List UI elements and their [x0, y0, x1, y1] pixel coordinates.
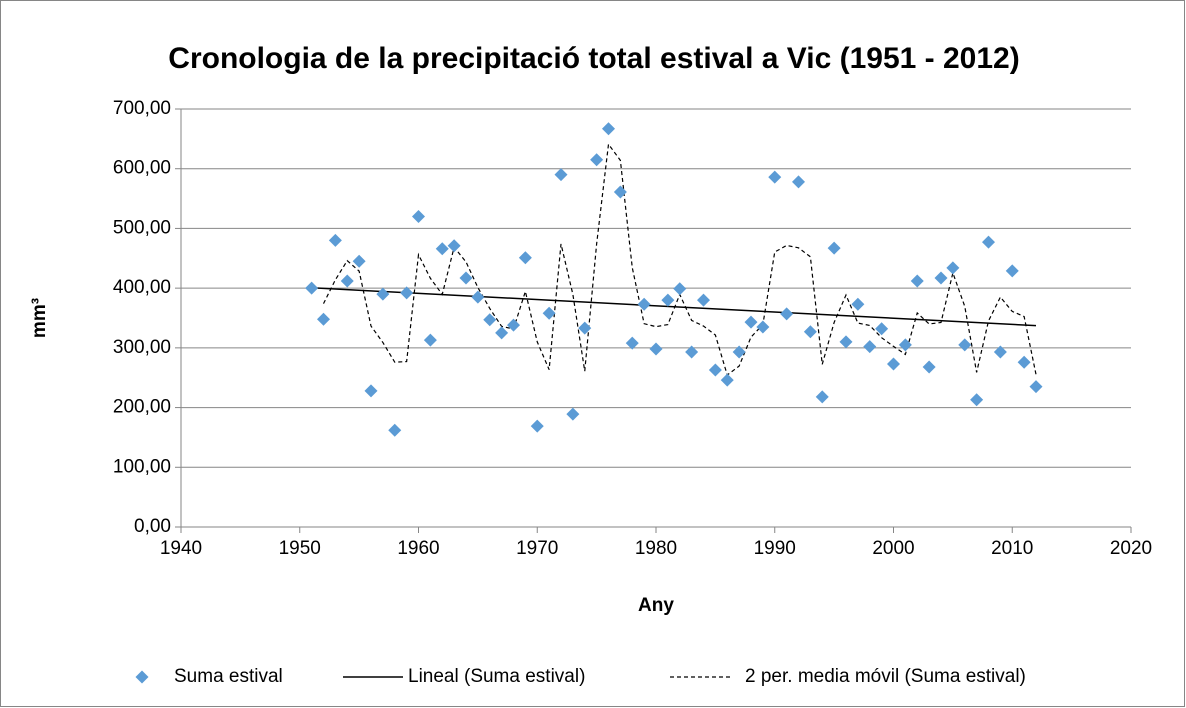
- data-point: [317, 312, 330, 326]
- x-tick-label: 1970: [516, 538, 558, 559]
- data-point: [970, 393, 984, 407]
- data-point: [697, 293, 710, 307]
- data-point: [388, 423, 402, 437]
- data-point: [851, 297, 865, 311]
- data-point: [732, 345, 746, 359]
- legend-label: 2 per. media móvil (Suma estival): [745, 666, 1026, 687]
- data-point: [637, 297, 651, 311]
- data-point: [839, 335, 853, 349]
- data-point: [613, 185, 627, 199]
- data-point: [412, 209, 425, 223]
- y-tick-label: 600,00: [113, 158, 171, 179]
- data-point: [815, 390, 829, 404]
- legend-marker: [135, 670, 149, 684]
- data-point: [602, 122, 615, 136]
- x-tick-label: 2020: [1110, 538, 1152, 559]
- x-tick-label: 1940: [160, 538, 202, 559]
- data-point: [649, 342, 663, 356]
- data-point: [542, 306, 556, 320]
- data-point: [780, 307, 794, 321]
- y-tick-label: 400,00: [113, 277, 171, 298]
- data-point: [495, 326, 509, 340]
- y-axis-label: mm³: [29, 298, 50, 338]
- y-tick-label: 500,00: [113, 217, 171, 238]
- x-tick-label: 2000: [872, 538, 914, 559]
- data-point: [625, 336, 639, 350]
- data-point: [340, 274, 354, 288]
- data-point: [946, 261, 960, 275]
- data-point: [768, 170, 782, 184]
- data-point: [530, 419, 544, 433]
- data-point: [898, 338, 912, 352]
- data-point: [673, 282, 687, 296]
- data-point: [554, 168, 568, 182]
- y-tick-label: 0,00: [134, 516, 171, 537]
- x-tick-label: 1990: [754, 538, 796, 559]
- data-point: [305, 281, 319, 295]
- x-tick-label: 1980: [635, 538, 677, 559]
- y-tick-label: 100,00: [113, 456, 171, 477]
- data-point: [459, 271, 473, 285]
- data-point: [590, 153, 604, 167]
- data-point: [1005, 264, 1019, 278]
- data-point: [803, 325, 817, 339]
- data-point: [958, 338, 972, 352]
- data-point: [720, 373, 734, 387]
- data-point: [566, 407, 580, 421]
- legend-label: Lineal (Suma estival): [408, 666, 585, 687]
- x-tick-label: 2010: [991, 538, 1033, 559]
- data-point: [910, 274, 924, 288]
- data-point: [875, 322, 889, 336]
- data-point: [447, 239, 461, 253]
- data-point: [435, 242, 449, 256]
- data-point: [863, 340, 877, 354]
- data-point: [364, 384, 378, 398]
- data-point: [507, 318, 520, 332]
- data-point: [471, 290, 485, 304]
- legend-label: Suma estival: [174, 666, 283, 687]
- data-point: [1017, 355, 1031, 369]
- data-point: [887, 357, 900, 371]
- x-axis-label: Any: [638, 595, 674, 616]
- data-point: [993, 345, 1007, 359]
- y-tick-label: 200,00: [113, 397, 171, 418]
- data-point: [708, 363, 722, 377]
- data-point: [982, 235, 995, 249]
- data-point: [518, 251, 532, 265]
- x-tick-label: 1950: [279, 538, 321, 559]
- data-point: [934, 271, 948, 285]
- data-point: [400, 286, 414, 300]
- data-point: [792, 175, 805, 189]
- data-point: [661, 293, 675, 307]
- data-point: [827, 241, 841, 255]
- data-point: [578, 321, 592, 335]
- chart-title: Cronologia de la precipitació total esti…: [168, 42, 1019, 75]
- y-tick-label: 300,00: [113, 337, 171, 358]
- data-point: [744, 315, 758, 329]
- x-tick-label: 1960: [397, 538, 439, 559]
- data-point: [352, 254, 366, 268]
- data-point: [328, 233, 342, 247]
- data-point: [483, 313, 497, 327]
- data-point: [685, 345, 699, 359]
- data-point: [376, 287, 390, 301]
- data-point: [922, 360, 936, 374]
- data-point: [423, 333, 437, 347]
- y-tick-label: 700,00: [113, 98, 171, 119]
- data-point: [756, 320, 770, 334]
- data-point: [1029, 380, 1043, 394]
